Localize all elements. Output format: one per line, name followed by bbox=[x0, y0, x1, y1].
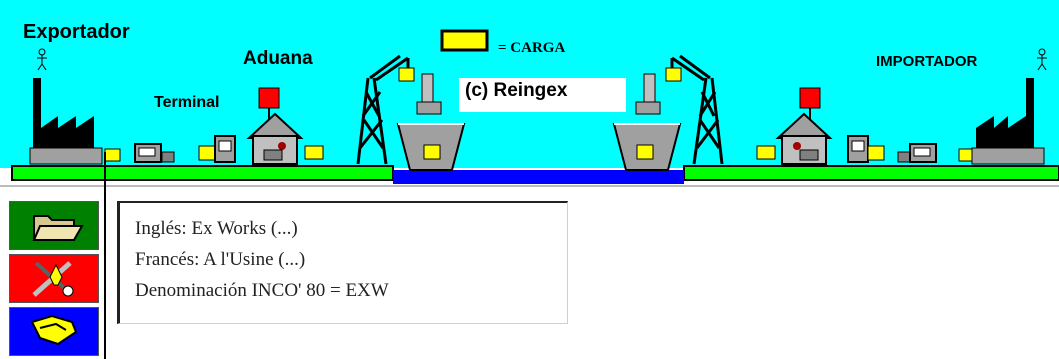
truck-icon bbox=[897, 143, 937, 163]
crane-right-icon bbox=[670, 54, 724, 165]
truck-loaded-icon bbox=[198, 135, 236, 163]
cargo-box-icon bbox=[665, 67, 682, 82]
connector-line bbox=[104, 152, 106, 359]
truck-loaded-icon bbox=[847, 135, 885, 163]
customs-house-right-icon bbox=[775, 87, 833, 165]
exporter-label: Exportador bbox=[23, 21, 130, 43]
info-line-english: Inglés: Ex Works (...) bbox=[135, 218, 298, 239]
info-panel: Inglés: Ex Works (...) Francés: A l'Usin… bbox=[117, 201, 568, 324]
info-line-french: Francés: A l'Usine (...) bbox=[135, 249, 306, 270]
folder-icon bbox=[32, 215, 84, 241]
cargo-legend-icon bbox=[440, 29, 489, 52]
flag-icon bbox=[799, 87, 821, 109]
customs-house-icon bbox=[246, 87, 304, 165]
land-left bbox=[11, 165, 394, 181]
flag-icon bbox=[258, 87, 280, 109]
cargo-box-icon bbox=[756, 145, 776, 160]
ship-right-icon bbox=[612, 73, 682, 171]
folder-button[interactable] bbox=[9, 201, 99, 250]
water bbox=[393, 170, 684, 184]
truck-icon bbox=[134, 143, 175, 163]
terminal-label: Terminal bbox=[154, 94, 220, 111]
handshake-button[interactable] bbox=[9, 307, 99, 356]
credit-label: (c) Reingex bbox=[465, 80, 568, 101]
cargo-box-icon bbox=[104, 148, 121, 162]
ship-left-icon bbox=[396, 73, 466, 171]
importer-label: IMPORTADOR bbox=[876, 53, 978, 70]
crane-left-icon bbox=[356, 54, 410, 165]
tools-icon bbox=[32, 261, 74, 297]
customs-label: Aduana bbox=[243, 48, 313, 69]
credit-box bbox=[459, 78, 626, 112]
exporter-factory-icon bbox=[29, 48, 103, 165]
cargo-box-icon bbox=[304, 145, 324, 160]
trade-scene: Exportador Aduana Terminal bbox=[0, 0, 1059, 187]
importer-factory-icon bbox=[971, 48, 1047, 165]
info-line-inco: Denominación INCO' 80 = EXW bbox=[135, 280, 389, 301]
handshake-icon bbox=[30, 314, 78, 346]
cargo-legend-label: = CARGA bbox=[498, 40, 565, 56]
tools-button[interactable] bbox=[9, 254, 99, 303]
land-right bbox=[683, 165, 1059, 181]
cargo-box-icon bbox=[398, 67, 415, 82]
